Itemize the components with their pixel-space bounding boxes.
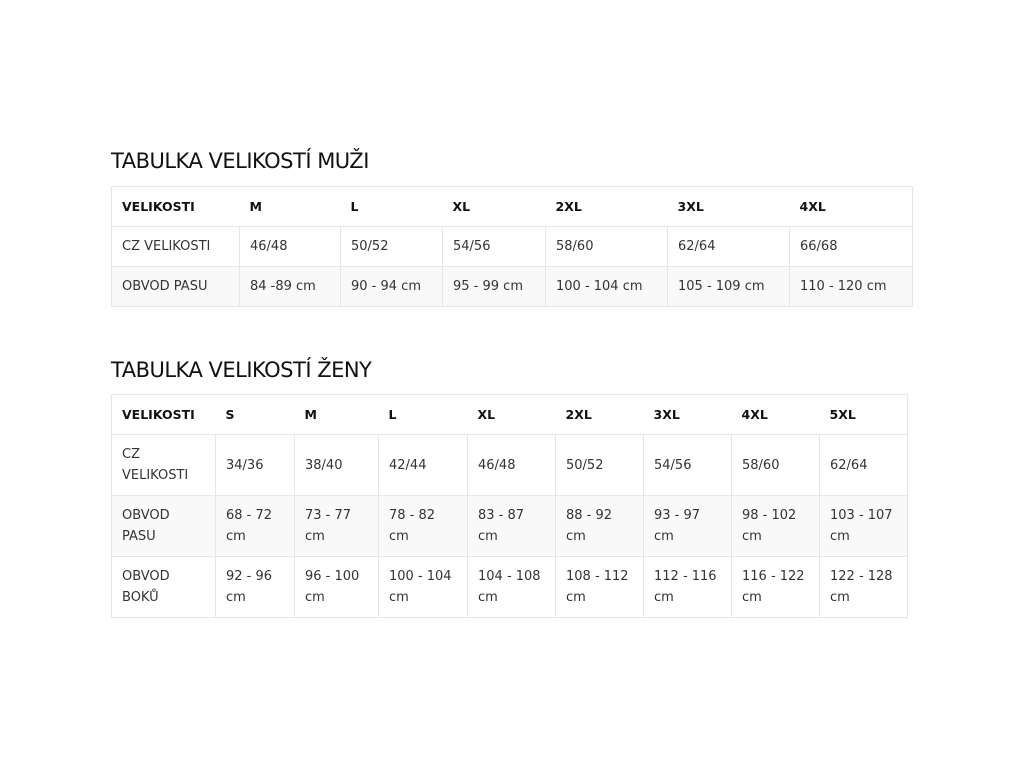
size-header-cell: S bbox=[215, 394, 295, 435]
table-cell: 95 - 99 cm bbox=[442, 266, 546, 307]
table-cell: 90 - 94 cm bbox=[340, 266, 443, 307]
size-header-cell: 2XL bbox=[545, 186, 668, 227]
table-row: OBVOD BOKŮ 92 - 96 cm 96 - 100 cm 100 - 104… bbox=[111, 556, 908, 618]
row-label-cell: OBVOD BOKŮ bbox=[111, 556, 216, 618]
table-row: OBVOD PASU 84 -89 cm 90 - 94 cm 95 - 99 cm 1… bbox=[111, 266, 913, 307]
table-cell: 122 - 128 cm bbox=[819, 556, 908, 618]
table-cell: 66/68 bbox=[789, 226, 913, 267]
men-size-table: VELIKOSTI M L XL 2XL 3XL 4XL CZ VELIKOSTI 46/48 5… bbox=[111, 186, 913, 307]
table-cell: 34/36 bbox=[215, 434, 295, 496]
table-cell: 83 - 87 cm bbox=[467, 495, 556, 557]
table-cell: 100 - 104 cm bbox=[545, 266, 668, 307]
table-cell: 62/64 bbox=[819, 434, 908, 496]
size-header-cell: 2XL bbox=[555, 394, 644, 435]
table-cell: 54/56 bbox=[643, 434, 732, 496]
table-cell: 105 - 109 cm bbox=[667, 266, 790, 307]
table-cell: 68 - 72 cm bbox=[215, 495, 295, 557]
size-header-cell: M bbox=[294, 394, 379, 435]
table-cell: 54/56 bbox=[442, 226, 546, 267]
table-cell: 42/44 bbox=[378, 434, 468, 496]
table-cell: 73 - 77 cm bbox=[294, 495, 379, 557]
size-header-cell: 3XL bbox=[643, 394, 732, 435]
table-cell: 110 - 120 cm bbox=[789, 266, 913, 307]
row-label-cell: CZ VELIKOSTI bbox=[111, 434, 216, 496]
table-cell: 84 -89 cm bbox=[239, 266, 341, 307]
table-cell: 98 - 102 cm bbox=[731, 495, 820, 557]
table-cell: 78 - 82 cm bbox=[378, 495, 468, 557]
men-size-table-title: TABULKA VELIKOSTÍ MUŽI bbox=[111, 149, 369, 173]
table-row: OBVOD PASU 68 - 72 cm 73 - 77 cm 78 - 82 cm… bbox=[111, 495, 908, 557]
table-cell: 88 - 92 cm bbox=[555, 495, 644, 557]
table-row: CZ VELIKOSTI 46/48 50/52 54/56 58/60 62/64 66/… bbox=[111, 226, 913, 267]
women-size-table-title: TABULKA VELIKOSTÍ ŽENY bbox=[111, 358, 372, 382]
table-cell: 103 - 107 cm bbox=[819, 495, 908, 557]
table-header-row: VELIKOSTI M L XL 2XL 3XL 4XL bbox=[111, 186, 913, 227]
size-header-cell: XL bbox=[442, 186, 546, 227]
table-cell: 100 - 104 cm bbox=[378, 556, 468, 618]
table-cell: 116 - 122 cm bbox=[731, 556, 820, 618]
table-cell: 96 - 100 cm bbox=[294, 556, 379, 618]
table-cell: 38/40 bbox=[294, 434, 379, 496]
size-header-cell: L bbox=[340, 186, 443, 227]
table-cell: 50/52 bbox=[340, 226, 443, 267]
row-label-cell: OBVOD PASU bbox=[111, 266, 240, 307]
table-cell: 93 - 97 cm bbox=[643, 495, 732, 557]
table-cell: 50/52 bbox=[555, 434, 644, 496]
size-header-cell: 3XL bbox=[667, 186, 790, 227]
women-size-table: VELIKOSTI S M L XL 2XL 3XL 4XL 5XL CZ VELIKOSTI 3… bbox=[111, 394, 908, 618]
size-header-cell: 4XL bbox=[731, 394, 820, 435]
row-label-cell: CZ VELIKOSTI bbox=[111, 226, 240, 267]
row-label-cell: OBVOD PASU bbox=[111, 495, 216, 557]
table-cell: 62/64 bbox=[667, 226, 790, 267]
table-cell: 104 - 108 cm bbox=[467, 556, 556, 618]
size-header-cell: 4XL bbox=[789, 186, 913, 227]
size-header-cell: L bbox=[378, 394, 468, 435]
table-header-row: VELIKOSTI S M L XL 2XL 3XL 4XL 5XL bbox=[111, 394, 908, 435]
table-cell: 92 - 96 cm bbox=[215, 556, 295, 618]
table-cell: 108 - 112 cm bbox=[555, 556, 644, 618]
table-row: CZ VELIKOSTI 34/36 38/40 42/44 46/48 50/52 5… bbox=[111, 434, 908, 496]
table-cell: 46/48 bbox=[239, 226, 341, 267]
table-cell: 112 - 116 cm bbox=[643, 556, 732, 618]
size-header-cell: 5XL bbox=[819, 394, 908, 435]
size-header-cell: XL bbox=[467, 394, 556, 435]
row-label-cell: VELIKOSTI bbox=[111, 186, 240, 227]
size-header-cell: M bbox=[239, 186, 341, 227]
row-label-cell: VELIKOSTI bbox=[111, 394, 216, 435]
table-cell: 46/48 bbox=[467, 434, 556, 496]
table-cell: 58/60 bbox=[545, 226, 668, 267]
table-cell: 58/60 bbox=[731, 434, 820, 496]
